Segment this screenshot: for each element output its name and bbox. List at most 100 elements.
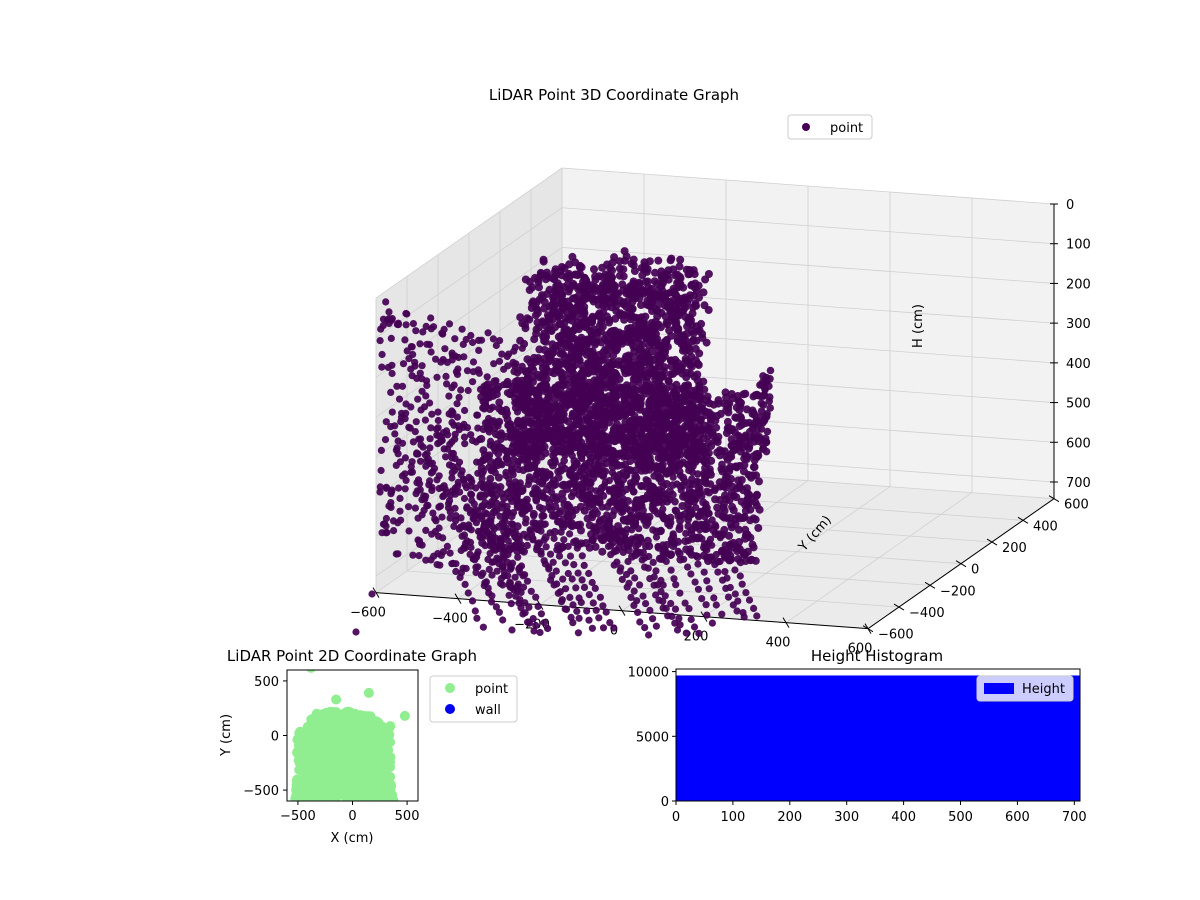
point-3d [619, 407, 628, 416]
x-tick [782, 617, 790, 628]
point-3d [563, 505, 572, 514]
point-3d [649, 437, 658, 446]
point-3d [699, 434, 708, 443]
point-3d [641, 333, 650, 342]
point-3d [563, 280, 572, 289]
point-3d [560, 456, 568, 465]
point-3d [561, 340, 570, 349]
x-tick-label: 600 [848, 642, 873, 657]
point-3d [596, 488, 604, 496]
point-3d [669, 530, 677, 538]
point-3d [507, 520, 516, 528]
point-3d [485, 463, 493, 471]
point-3d [432, 355, 440, 363]
point-3d [540, 557, 548, 565]
point-3d [659, 482, 667, 490]
point-3d [734, 597, 742, 605]
point-3d [526, 419, 535, 428]
point-3d [648, 365, 657, 374]
point-3d [598, 462, 607, 470]
point-3d [551, 365, 560, 374]
point-3d [613, 494, 622, 503]
point-3d [676, 621, 684, 629]
point-3d [573, 607, 581, 615]
point-3d [749, 392, 758, 401]
point-3d [695, 381, 704, 390]
point-3d [620, 365, 629, 374]
point-3d [718, 460, 726, 469]
point-3d [524, 480, 532, 489]
point-3d [402, 321, 410, 329]
point-3d [379, 322, 387, 330]
point-3d [705, 585, 713, 593]
point-3d [581, 471, 589, 480]
point-3d [595, 321, 604, 330]
point-3d [426, 435, 434, 443]
point-3d [631, 478, 640, 486]
point-3d [696, 489, 704, 498]
point-3d [605, 477, 614, 485]
point-3d [479, 623, 487, 631]
point-3d [500, 522, 508, 530]
point-3d [540, 403, 548, 412]
point-2d [306, 795, 317, 801]
point-3d [402, 409, 410, 417]
point-3d [554, 467, 563, 476]
point-3d [598, 547, 607, 556]
point-3d [765, 393, 774, 401]
point-3d [708, 541, 716, 549]
point-3d [506, 565, 514, 573]
chart-2d: LiDAR Point 2D Coordinate Graph −500 0 500… [219, 647, 518, 846]
point-3d [571, 443, 579, 452]
point-3d [673, 334, 682, 343]
point-3d [503, 455, 511, 463]
point-3d [716, 496, 724, 504]
point-3d [696, 416, 705, 425]
point-3d [571, 506, 580, 514]
point-3d [535, 283, 543, 292]
point-3d [413, 449, 421, 457]
point-3d [518, 510, 527, 518]
point-3d [667, 550, 676, 559]
point-3d [495, 398, 504, 407]
point-3d [703, 577, 711, 585]
point-3d [428, 410, 436, 418]
point-3d [508, 465, 516, 473]
point-3d [451, 435, 459, 443]
point-3d [541, 449, 550, 458]
point-3d [411, 428, 419, 436]
z-tick-label: 300 [1066, 317, 1091, 332]
chart-3d-title: LiDAR Point 3D Coordinate Graph [489, 86, 739, 104]
point-3d [649, 615, 657, 623]
point-3d [600, 420, 609, 429]
point-3d [582, 282, 591, 290]
point-3d [571, 472, 579, 480]
point-3d [587, 423, 596, 432]
point-3d [427, 314, 435, 322]
point-3d [672, 581, 680, 589]
point-3d [723, 417, 732, 426]
point-3d [690, 494, 699, 503]
point-3d [731, 590, 739, 598]
point-3d [485, 529, 493, 538]
point-3d [525, 603, 533, 611]
point-3d [612, 420, 621, 429]
point-3d [530, 463, 538, 472]
point-3d [713, 503, 722, 512]
point-3d [712, 523, 720, 531]
point-3d [688, 510, 696, 519]
point-3d [502, 411, 510, 419]
point-3d [422, 556, 430, 564]
point-3d [648, 504, 657, 513]
point-3d [578, 454, 586, 463]
point-3d [536, 434, 545, 443]
point-3d [691, 356, 700, 365]
point-3d [671, 497, 679, 506]
point-3d [409, 320, 417, 328]
point-3d [473, 553, 481, 561]
point-3d [749, 424, 757, 433]
point-3d [463, 503, 471, 511]
point-3d [644, 421, 653, 430]
point-3d [562, 585, 570, 593]
